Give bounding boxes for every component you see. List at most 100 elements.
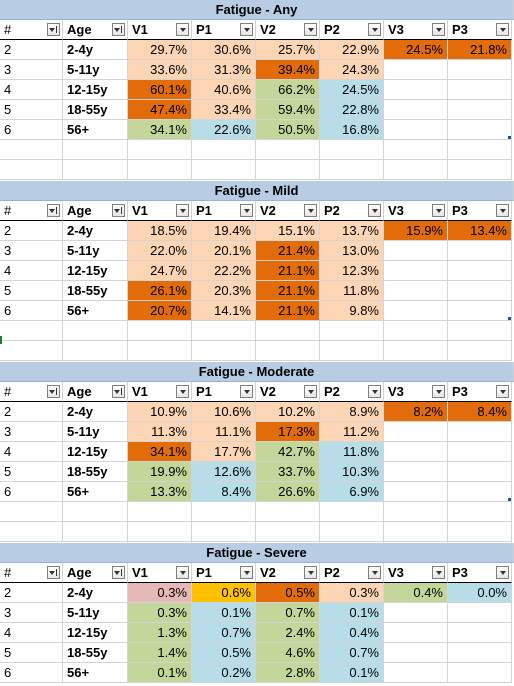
empty-cell[interactable] <box>256 502 320 522</box>
value-cell-v1[interactable]: 11.3% <box>128 422 192 442</box>
column-header-v2[interactable]: V2 <box>256 20 320 40</box>
value-cell-p1[interactable]: 12.6% <box>192 462 256 482</box>
value-cell-p1[interactable]: 22.6% <box>192 120 256 140</box>
column-header-p2[interactable]: P2 <box>320 201 384 221</box>
empty-cell[interactable] <box>320 140 384 160</box>
empty-cell[interactable] <box>0 341 63 361</box>
value-cell-v2[interactable]: 0.7% <box>256 603 320 623</box>
age-group-cell[interactable]: 12-15y <box>63 442 128 462</box>
filter-dropdown-icon[interactable] <box>304 385 317 398</box>
value-cell-v2[interactable]: 42.7% <box>256 442 320 462</box>
empty-cell[interactable] <box>320 502 384 522</box>
value-cell-v1[interactable]: 1.3% <box>128 623 192 643</box>
column-header-number[interactable]: # <box>0 20 63 40</box>
value-cell-p3[interactable]: 8.4% <box>448 402 512 422</box>
value-cell-p1[interactable]: 20.3% <box>192 281 256 301</box>
filter-dropdown-icon[interactable] <box>496 385 509 398</box>
value-cell-p2[interactable]: 12.3% <box>320 261 384 281</box>
column-header-v2[interactable]: V2 <box>256 201 320 221</box>
filter-dropdown-icon[interactable] <box>432 385 445 398</box>
column-header-number[interactable]: # <box>0 201 63 221</box>
empty-cell[interactable] <box>192 160 256 180</box>
column-header-p1[interactable]: P1 <box>192 382 256 402</box>
value-cell-v2[interactable]: 33.7% <box>256 462 320 482</box>
empty-cell[interactable] <box>63 140 128 160</box>
column-header-v1[interactable]: V1 <box>128 563 192 583</box>
row-number-cell[interactable]: 4 <box>0 80 63 100</box>
table-title[interactable]: Fatigue - Mild <box>0 181 514 201</box>
empty-cell[interactable] <box>128 502 192 522</box>
age-group-cell[interactable]: 18-55y <box>63 281 128 301</box>
column-header-v2[interactable]: V2 <box>256 382 320 402</box>
value-cell-v3[interactable] <box>384 643 448 663</box>
row-number-cell[interactable]: 3 <box>0 241 63 261</box>
value-cell-p2[interactable]: 0.1% <box>320 603 384 623</box>
value-cell-v2[interactable]: 10.2% <box>256 402 320 422</box>
empty-cell[interactable] <box>192 341 256 361</box>
empty-cell[interactable] <box>320 341 384 361</box>
filter-dropdown-icon[interactable] <box>496 566 509 579</box>
row-number-cell[interactable]: 4 <box>0 442 63 462</box>
value-cell-p2[interactable]: 13.7% <box>320 221 384 241</box>
empty-cell[interactable] <box>0 321 63 341</box>
filter-dropdown-icon[interactable] <box>496 204 509 217</box>
value-cell-p2[interactable]: 0.3% <box>320 583 384 603</box>
row-number-cell[interactable]: 4 <box>0 623 63 643</box>
empty-cell[interactable] <box>128 140 192 160</box>
value-cell-p3[interactable] <box>448 462 512 482</box>
column-header-p1[interactable]: P1 <box>192 20 256 40</box>
age-group-cell[interactable]: 12-15y <box>63 80 128 100</box>
empty-cell[interactable] <box>192 522 256 542</box>
row-number-cell[interactable]: 4 <box>0 261 63 281</box>
column-header-v1[interactable]: V1 <box>128 201 192 221</box>
table-resize-handle[interactable] <box>508 498 511 501</box>
empty-cell[interactable] <box>256 160 320 180</box>
value-cell-p2[interactable]: 22.9% <box>320 40 384 60</box>
filter-dropdown-icon[interactable] <box>240 204 253 217</box>
value-cell-p3[interactable] <box>448 80 512 100</box>
column-header-p3[interactable]: P3 <box>448 20 512 40</box>
value-cell-v2[interactable]: 50.5% <box>256 120 320 140</box>
filter-dropdown-icon[interactable] <box>432 204 445 217</box>
age-group-cell[interactable]: 5-11y <box>63 603 128 623</box>
sort-filter-icon[interactable] <box>47 385 60 398</box>
age-group-cell[interactable]: 2-4y <box>63 221 128 241</box>
table-title[interactable]: Fatigue - Moderate <box>0 362 514 382</box>
value-cell-p1[interactable]: 14.1% <box>192 301 256 321</box>
age-group-cell[interactable]: 56+ <box>63 663 128 683</box>
value-cell-v3[interactable] <box>384 301 448 321</box>
value-cell-p2[interactable]: 0.7% <box>320 643 384 663</box>
row-number-cell[interactable]: 5 <box>0 643 63 663</box>
column-header-v3[interactable]: V3 <box>384 563 448 583</box>
empty-cell[interactable] <box>384 160 448 180</box>
value-cell-v2[interactable]: 15.1% <box>256 221 320 241</box>
value-cell-p3[interactable]: 13.4% <box>448 221 512 241</box>
value-cell-v3[interactable] <box>384 241 448 261</box>
value-cell-v2[interactable]: 25.7% <box>256 40 320 60</box>
value-cell-v3[interactable] <box>384 80 448 100</box>
value-cell-v3[interactable] <box>384 120 448 140</box>
empty-cell[interactable] <box>0 140 63 160</box>
value-cell-p1[interactable]: 0.6% <box>192 583 256 603</box>
value-cell-p2[interactable]: 8.9% <box>320 402 384 422</box>
empty-cell[interactable] <box>256 341 320 361</box>
sort-filter-icon[interactable] <box>47 23 60 36</box>
value-cell-p2[interactable]: 11.8% <box>320 281 384 301</box>
value-cell-v1[interactable]: 34.1% <box>128 442 192 462</box>
column-header-p2[interactable]: P2 <box>320 20 384 40</box>
filter-dropdown-icon[interactable] <box>432 23 445 36</box>
value-cell-p3[interactable] <box>448 603 512 623</box>
value-cell-p3[interactable] <box>448 241 512 261</box>
value-cell-p1[interactable]: 0.5% <box>192 643 256 663</box>
column-header-p2[interactable]: P2 <box>320 382 384 402</box>
value-cell-p3[interactable] <box>448 100 512 120</box>
filter-dropdown-icon[interactable] <box>432 566 445 579</box>
empty-cell[interactable] <box>63 522 128 542</box>
value-cell-v3[interactable]: 8.2% <box>384 402 448 422</box>
column-header-p3[interactable]: P3 <box>448 201 512 221</box>
column-header-number[interactable]: # <box>0 563 63 583</box>
value-cell-v3[interactable] <box>384 462 448 482</box>
column-header-v2[interactable]: V2 <box>256 563 320 583</box>
empty-cell[interactable] <box>63 341 128 361</box>
value-cell-v3[interactable] <box>384 482 448 502</box>
